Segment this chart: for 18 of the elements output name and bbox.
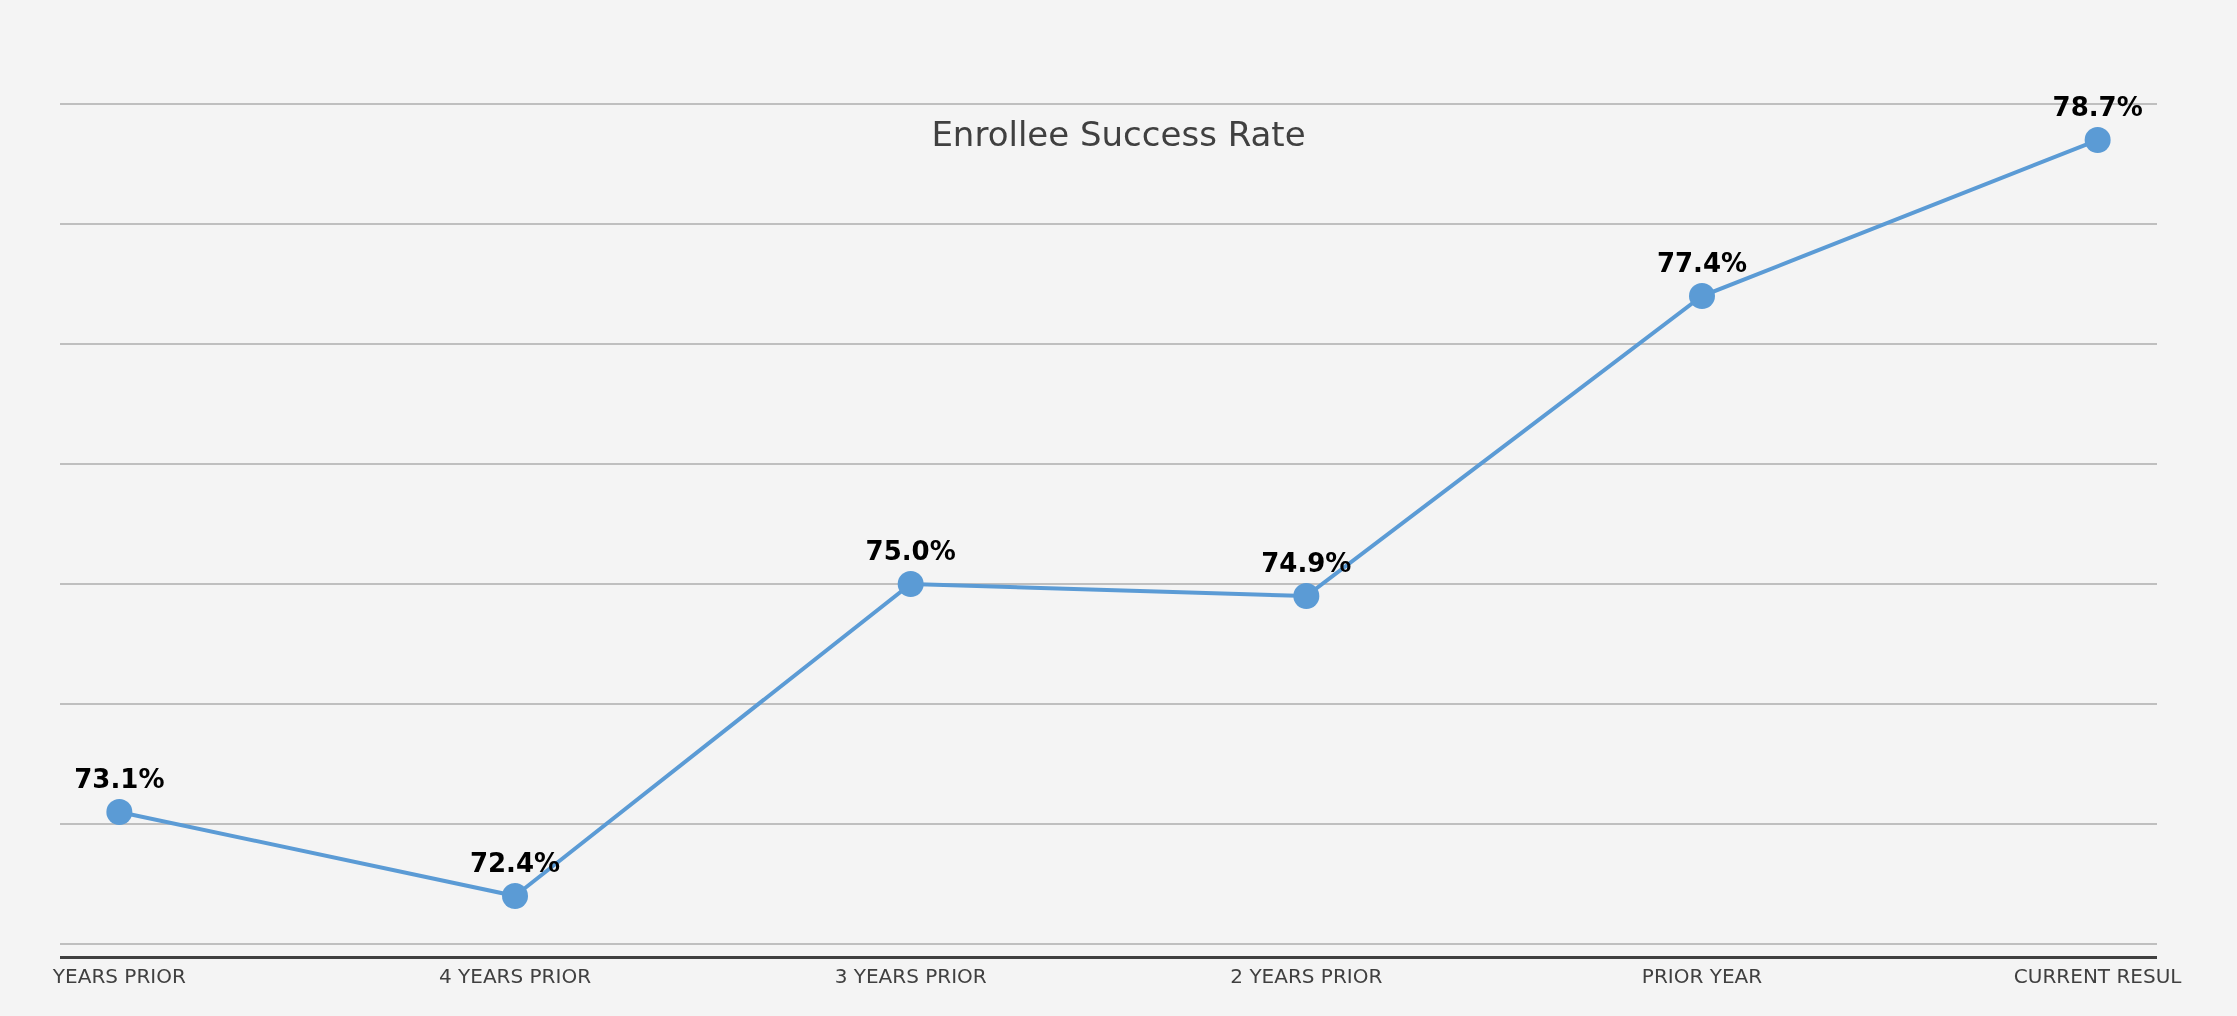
- x-tick-label: 2 YEARS PRIOR: [1230, 964, 1383, 988]
- point: [1689, 283, 1715, 310]
- data-label: 74.9%: [1261, 548, 1352, 579]
- chart-title: Enrollee Success Rate: [931, 113, 1306, 154]
- x-tick-label: CURRENT RESUL: [2013, 964, 2183, 988]
- point: [1293, 582, 1320, 609]
- point: [2084, 127, 2111, 154]
- x-tick-label: PRIOR YEAR: [1641, 964, 1763, 988]
- point: [897, 570, 924, 597]
- data-label: 73.1%: [74, 764, 165, 795]
- data-label: 78.7%: [2052, 92, 2143, 123]
- x-tick-label: YEARS PRIOR: [51, 964, 186, 988]
- point: [502, 882, 529, 909]
- data-label: 77.4%: [1656, 248, 1748, 279]
- x-tick-label: 4 YEARS PRIOR: [438, 964, 592, 988]
- x-tick-label: 3 YEARS PRIOR: [834, 964, 987, 988]
- data-label: 75.0%: [865, 536, 956, 567]
- point: [106, 798, 133, 825]
